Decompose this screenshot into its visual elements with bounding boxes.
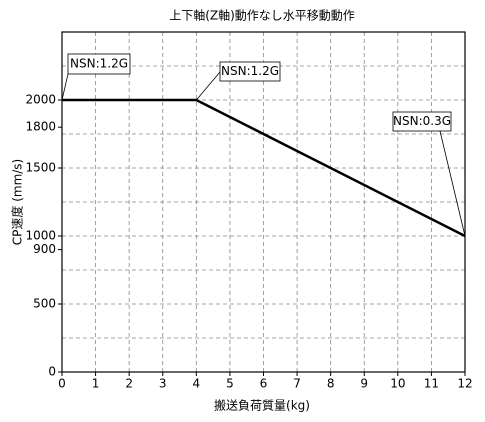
y-tick-label: 2000 [25, 93, 56, 107]
annotation-box [392, 111, 452, 132]
x-tick-label: 6 [260, 377, 268, 391]
y-tick-label: 1500 [25, 161, 56, 175]
x-tick-label: 3 [159, 377, 167, 391]
x-tick-label: 10 [390, 377, 405, 391]
y-tick-label: 0 [48, 365, 56, 379]
annotation-arrow [439, 130, 466, 237]
y-tick-label: 1800 [25, 120, 56, 134]
annotation-text: NSN:0.3G [393, 114, 451, 128]
plot-frame [61, 31, 466, 373]
x-tick-label: 9 [360, 377, 368, 391]
x-axis-label: 搬送負荷質量(kg) [214, 398, 310, 413]
y-tick-label: 1000 [25, 229, 56, 243]
annotation-arrow [196, 71, 221, 101]
data-line [62, 98, 466, 238]
x-tick-label: 1 [92, 377, 100, 391]
x-tick-label: 5 [226, 377, 234, 391]
x-tick-label: 7 [293, 377, 301, 391]
annotation-box [67, 53, 131, 75]
x-tick-label: 4 [193, 377, 201, 391]
x-tick-label: 8 [327, 377, 335, 391]
annotation-text: NSN:1.2G [221, 64, 279, 78]
y-axis-label: CP速度 (mm/s) [10, 159, 25, 245]
annotation-box [219, 61, 281, 82]
x-tick-label: 0 [58, 377, 66, 391]
y-tick-label: 900 [33, 242, 56, 256]
x-tick-label: 11 [424, 377, 439, 391]
y-tick-label: 500 [33, 297, 56, 311]
chart-title: 上下軸(Z軸)動作なし水平移動動作 [169, 9, 355, 23]
x-tick-label: 2 [125, 377, 133, 391]
annotation-text: NSN:1.2G [70, 57, 128, 71]
x-tick-label: 12 [457, 377, 472, 391]
annotation-arrow [61, 73, 69, 101]
